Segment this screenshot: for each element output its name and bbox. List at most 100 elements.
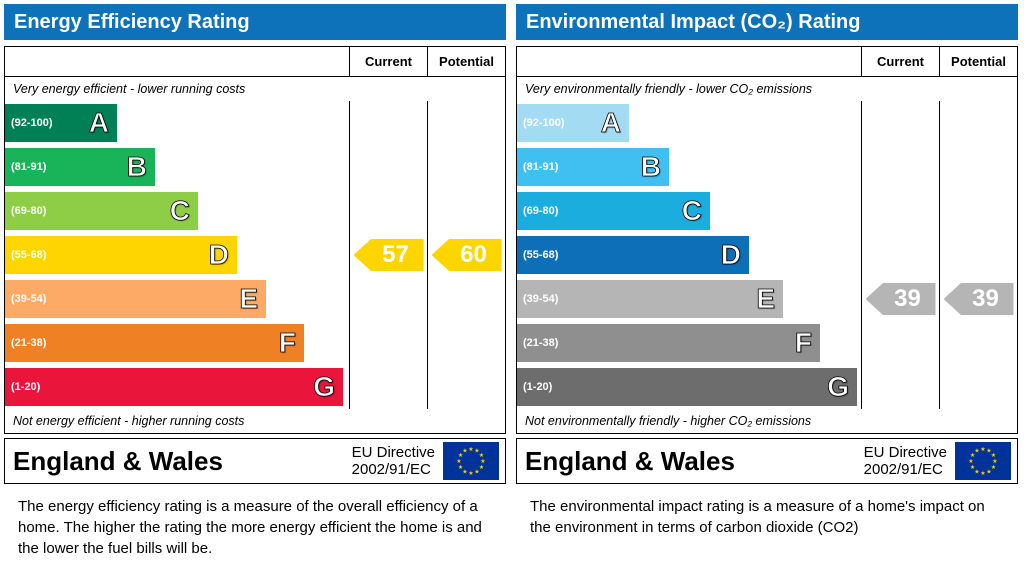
svg-text:★: ★: [970, 464, 975, 471]
potential-rating-arrow: 60: [431, 239, 502, 271]
panel-energy-efficiency: Energy Efficiency Rating Current Potenti…: [4, 4, 506, 559]
band-e: (39-54) E: [5, 280, 266, 318]
band-range: (92-100): [11, 117, 53, 129]
svg-text:★: ★: [480, 458, 485, 465]
band-letter: B: [640, 151, 661, 182]
band-range: (39-54): [11, 293, 47, 305]
svg-text:★: ★: [970, 452, 975, 459]
band-range: (1-20): [523, 381, 553, 393]
panel-title-bar: Environmental Impact (CO₂) Rating: [516, 4, 1018, 40]
band-row-e: (39-54) E 39 39: [517, 277, 1017, 321]
band-f: (21-38) F: [517, 324, 820, 362]
band-letter: A: [600, 107, 621, 138]
band-range: (69-80): [523, 205, 559, 217]
band-row-f: (21-38) F: [517, 321, 1017, 365]
svg-text:★: ★: [992, 458, 997, 465]
potential-rating-arrow: 39: [943, 283, 1014, 315]
band-range: (81-91): [523, 161, 559, 173]
svg-text:★: ★: [468, 446, 473, 453]
band-c: (69-80) C: [5, 192, 198, 230]
band-row-d: (55-68) D: [517, 233, 1017, 277]
band-range: (92-100): [523, 117, 565, 129]
energy-rating-chart: Current Potential Very energy efficient …: [4, 46, 506, 434]
panel-environmental-impact: Environmental Impact (CO₂) Rating Curren…: [516, 4, 1018, 559]
band-g: (1-20) G: [5, 368, 343, 406]
page-title: Environmental Impact (CO₂) Rating: [526, 10, 861, 33]
top-note-row: Very environmentally friendly - lower CO…: [517, 77, 1017, 101]
bottom-note: Not energy efficient - higher running co…: [13, 414, 245, 428]
band-range: (81-91): [11, 161, 47, 173]
svg-text:★: ★: [980, 470, 985, 477]
region-label: England & Wales: [13, 445, 223, 476]
band-range: (39-54): [523, 293, 559, 305]
svg-text:★: ★: [479, 452, 484, 459]
top-note: Very energy efficient - lower running co…: [13, 82, 246, 96]
eu-flag-icon: ★ ★★ ★★★ ★★★ ★★★: [955, 442, 1011, 480]
band-letter: F: [794, 327, 812, 358]
band-letter: A: [88, 107, 109, 138]
band-row-g: (1-20) G: [517, 365, 1017, 409]
band-row-c: (69-80) C: [5, 189, 505, 233]
band-c: (69-80) C: [517, 192, 710, 230]
band-e: (39-54) E: [517, 280, 783, 318]
eu-flag-icon: ★ ★★ ★★★ ★★★ ★★★: [443, 442, 499, 480]
footer-bar: England & Wales EU Directive 2002/91/EC …: [516, 438, 1018, 484]
environmental-rating-chart: Current Potential Very environmentally f…: [516, 46, 1018, 434]
top-note: Very environmentally friendly - lower CO…: [525, 82, 813, 96]
eu-directive-label: EU Directive 2002/91/EC: [863, 443, 947, 478]
band-range: (55-68): [523, 249, 559, 261]
column-header-row: Current Potential: [5, 47, 505, 77]
band-row-d: (55-68) D 57 60: [5, 233, 505, 277]
band-a: (92-100) A: [517, 104, 629, 142]
band-g: (1-20) G: [517, 368, 857, 406]
band-letter: E: [239, 283, 258, 314]
band-range: (55-68): [11, 249, 47, 261]
svg-text:★: ★: [474, 468, 479, 475]
current-rating-arrow: 57: [353, 239, 424, 271]
svg-text:★: ★: [456, 458, 461, 465]
column-header-row: Current Potential: [517, 47, 1017, 77]
band-row-a: (92-100) A: [5, 101, 505, 145]
band-range: (69-80): [11, 205, 47, 217]
band-letter: E: [756, 283, 775, 314]
band-letter: D: [208, 239, 229, 270]
svg-text:★: ★: [462, 448, 467, 455]
svg-text:★: ★: [458, 452, 463, 459]
column-header-potential: Potential: [427, 47, 505, 76]
band-row-a: (92-100) A: [517, 101, 1017, 145]
region-label: England & Wales: [525, 445, 735, 476]
page-title: Energy Efficiency Rating: [14, 10, 250, 33]
band-row-b: (81-91) B: [5, 145, 505, 189]
svg-text:★: ★: [974, 468, 979, 475]
svg-text:★: ★: [474, 448, 479, 455]
band-b: (81-91) B: [5, 148, 155, 186]
band-letter: G: [827, 371, 850, 402]
band-range: (1-20): [11, 381, 41, 393]
bottom-note-row: Not environmentally friendly - higher CO…: [517, 409, 1017, 433]
panel-description: The energy efficiency rating is a measur…: [18, 498, 482, 557]
svg-text:★: ★: [462, 468, 467, 475]
top-note-row: Very energy efficient - lower running co…: [5, 77, 505, 101]
band-row-c: (69-80) C: [517, 189, 1017, 233]
svg-text:★: ★: [468, 470, 473, 477]
svg-text:★: ★: [986, 468, 991, 475]
band-letter: D: [720, 239, 741, 270]
column-header-potential: Potential: [939, 47, 1017, 76]
band-row-b: (81-91) B: [517, 145, 1017, 189]
band-range: (21-38): [11, 337, 47, 349]
band-letter: B: [126, 151, 147, 182]
svg-text:★: ★: [991, 464, 996, 471]
band-letter: F: [278, 327, 296, 358]
band-letter: C: [169, 195, 190, 226]
svg-text:★: ★: [974, 448, 979, 455]
bottom-note: Not environmentally friendly - higher CO…: [525, 414, 812, 428]
svg-text:★: ★: [968, 458, 973, 465]
column-header-current: Current: [349, 47, 427, 76]
band-range: (21-38): [523, 337, 559, 349]
band-d: (55-68) D: [5, 236, 237, 274]
epc-charts: Energy Efficiency Rating Current Potenti…: [4, 4, 1020, 559]
footer-bar: England & Wales EU Directive 2002/91/EC …: [4, 438, 506, 484]
column-header-current: Current: [861, 47, 939, 76]
band-b: (81-91) B: [517, 148, 669, 186]
band-row-g: (1-20) G: [5, 365, 505, 409]
